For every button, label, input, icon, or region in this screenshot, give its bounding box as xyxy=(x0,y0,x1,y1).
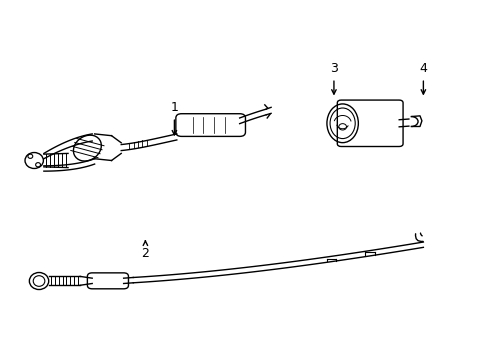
Text: 1: 1 xyxy=(170,102,178,135)
Text: 4: 4 xyxy=(419,62,427,94)
Text: 3: 3 xyxy=(329,62,337,94)
Polygon shape xyxy=(410,116,421,126)
Text: 2: 2 xyxy=(141,241,149,260)
